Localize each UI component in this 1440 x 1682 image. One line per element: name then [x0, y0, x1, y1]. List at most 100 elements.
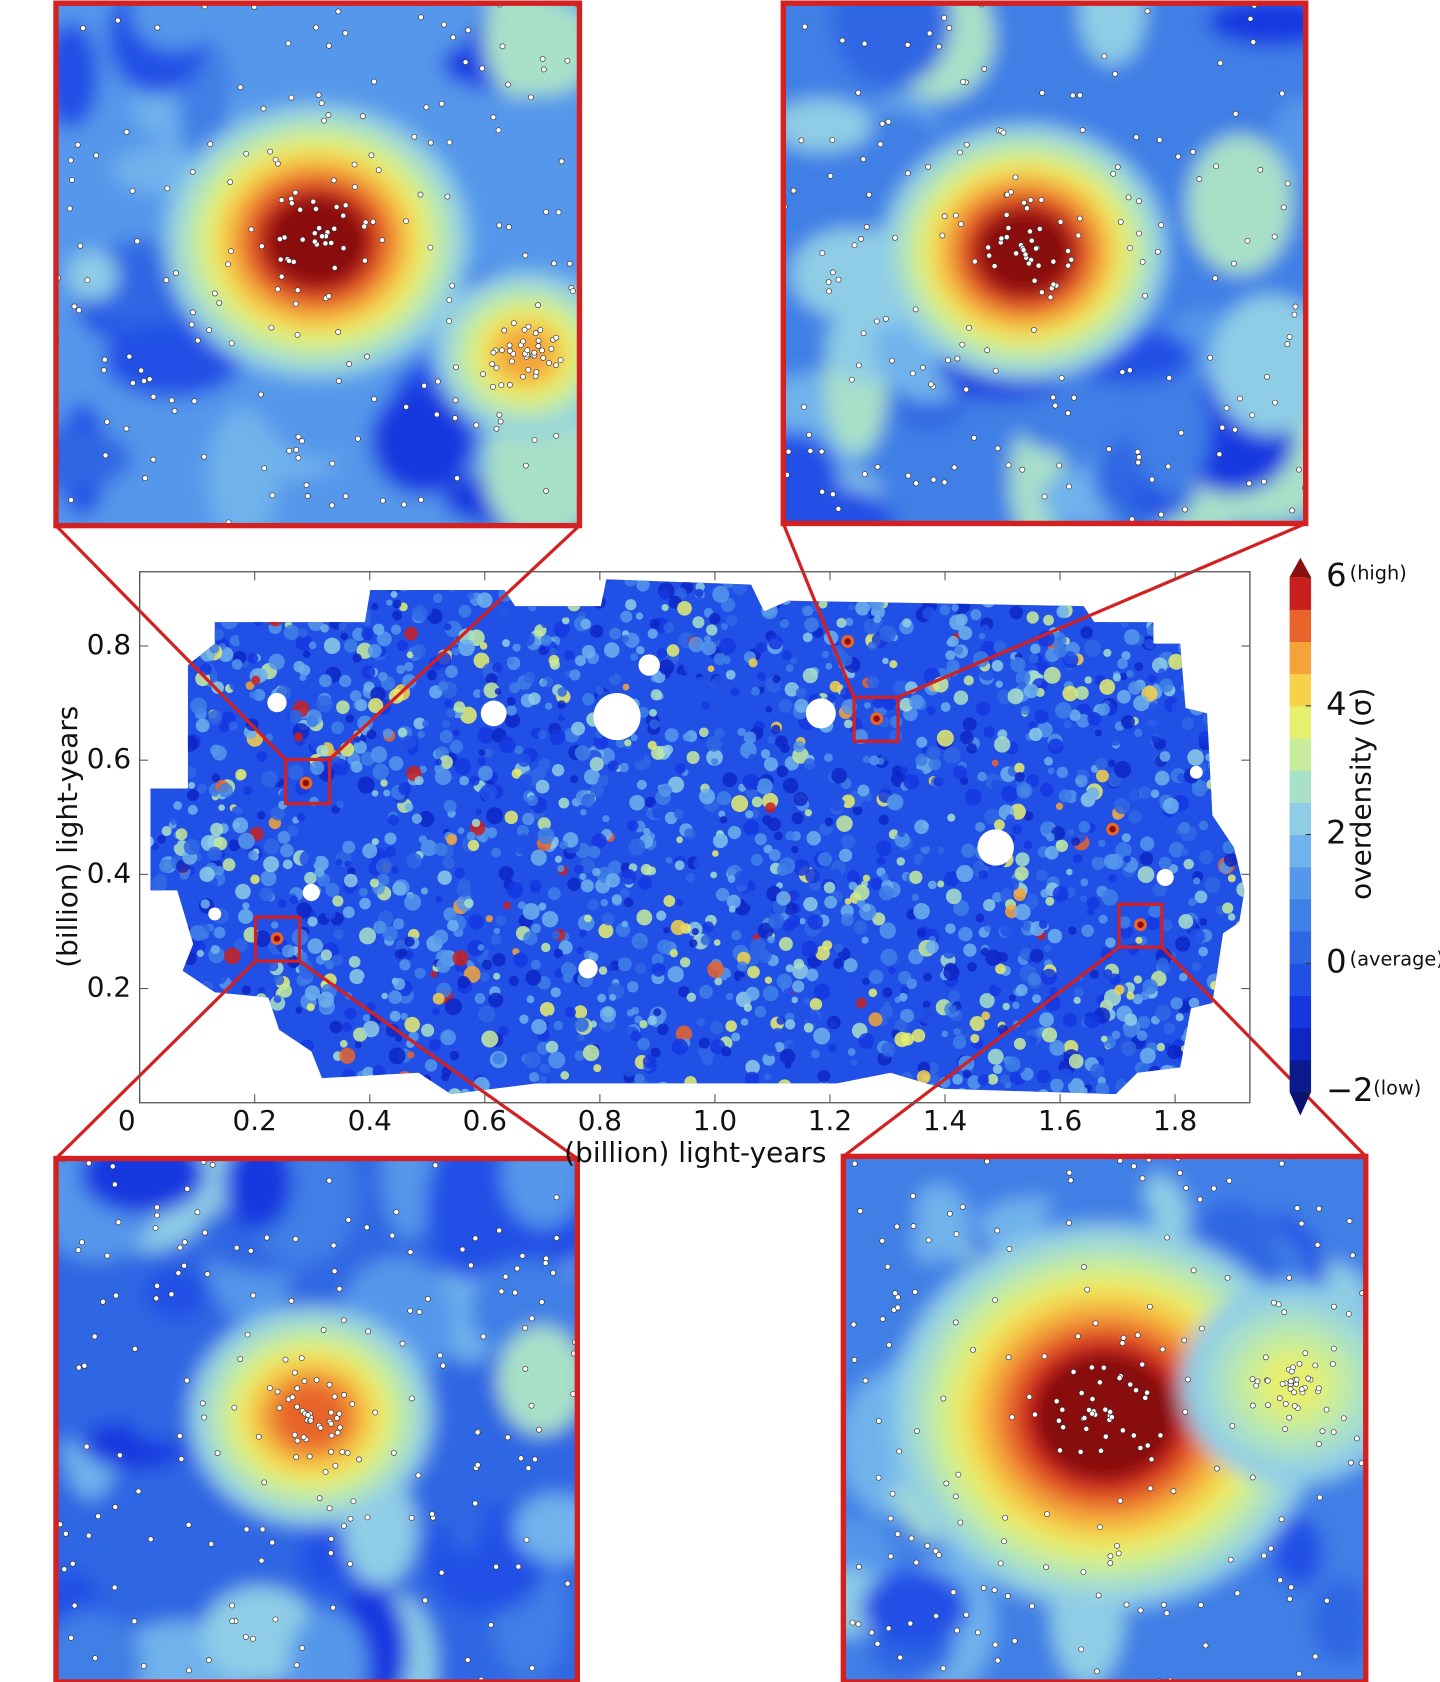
galaxy: [269, 1539, 276, 1546]
density-blob: [1095, 1082, 1110, 1095]
density-blob: [726, 894, 741, 909]
density-blob: [267, 960, 279, 972]
density-blob: [1188, 897, 1197, 907]
density-blob: [1047, 928, 1063, 944]
galaxy: [569, 288, 576, 294]
galaxy: [1005, 1354, 1012, 1361]
density-blob: [901, 1071, 914, 1084]
galaxy: [150, 393, 157, 400]
density-blob: [791, 846, 799, 854]
density-blob: [639, 1020, 648, 1029]
density-blob: [1197, 1077, 1210, 1089]
galaxy: [1044, 1511, 1050, 1518]
density-blob: [159, 579, 177, 595]
density-blob: [636, 579, 650, 592]
galaxy: [407, 1307, 414, 1314]
density-blob: [731, 930, 742, 941]
density-blob: [244, 1083, 254, 1093]
density-blob: [181, 1062, 194, 1074]
galaxy: [851, 1357, 858, 1363]
colorbar-band: [1289, 641, 1312, 675]
galaxy: [216, 300, 223, 306]
galaxy: [61, 1566, 68, 1573]
density-blob: [924, 579, 941, 587]
density-blob: [443, 799, 457, 813]
density-blob: [1183, 858, 1194, 870]
galaxy: [819, 250, 826, 257]
galaxy: [429, 1511, 435, 1517]
galaxy: [1346, 1218, 1353, 1224]
galaxy: [263, 1234, 270, 1241]
galaxy: [1254, 1378, 1261, 1385]
galaxy: [535, 302, 541, 308]
density-blob: [767, 735, 776, 744]
density-blob: [693, 857, 707, 870]
density-blob: [825, 662, 833, 670]
galaxy: [231, 1404, 238, 1411]
density-blob: [817, 852, 832, 867]
galaxy: [925, 163, 932, 170]
density-blob: [977, 771, 987, 782]
density-blob: [456, 882, 471, 898]
density-blob: [1124, 787, 1141, 804]
density-blob: [1179, 899, 1189, 909]
zoom-box: [852, 695, 900, 743]
density-blob: [695, 596, 704, 605]
density-blob: [836, 815, 853, 832]
density-blob: [190, 1047, 203, 1060]
density-blob: [647, 628, 658, 639]
density-blob: [970, 980, 982, 992]
density-blob: [691, 928, 699, 936]
galaxy: [1319, 1428, 1326, 1435]
galaxy: [68, 1634, 74, 1641]
inset-blob: [381, 1158, 437, 1240]
density-blob: [1098, 839, 1106, 848]
galaxy: [1148, 1456, 1155, 1463]
density-blob: [301, 826, 316, 840]
galaxy: [326, 42, 332, 49]
galaxy: [1080, 1569, 1087, 1575]
density-blob: [1043, 944, 1052, 953]
density-blob: [953, 690, 969, 705]
density-blob: [1124, 1013, 1138, 1027]
galaxy: [479, 65, 486, 72]
density-blob: [1199, 591, 1215, 606]
density-blob: [481, 1030, 499, 1048]
density-blob: [712, 850, 719, 857]
density-blob: [196, 949, 204, 958]
galaxy: [1096, 1379, 1103, 1386]
density-blob: [785, 664, 794, 673]
density-blob: [993, 819, 1005, 831]
galaxy: [186, 1667, 192, 1674]
x-tick-label: 1.4: [923, 1104, 967, 1137]
density-blob: [1199, 608, 1214, 623]
galaxy: [1223, 405, 1230, 412]
connector: [298, 959, 579, 1160]
galaxy: [411, 133, 418, 140]
galaxy: [258, 391, 264, 398]
galaxy: [1288, 1584, 1295, 1591]
galaxy: [1069, 92, 1076, 99]
density-blob: [478, 749, 486, 756]
density-blob: [886, 793, 904, 811]
galaxy: [875, 1474, 882, 1481]
density-blob: [1111, 1030, 1121, 1040]
density-blob: [502, 639, 511, 648]
density-blob: [853, 581, 864, 592]
density-blob: [224, 601, 240, 618]
density-blob: [602, 815, 610, 823]
density-blob: [1034, 709, 1049, 724]
density-blob: [248, 1027, 262, 1042]
density-blob: [853, 1088, 862, 1095]
density-blob: [841, 834, 856, 849]
density-blob: [441, 1073, 450, 1082]
galaxy: [330, 1604, 336, 1611]
galaxy: [907, 1620, 914, 1627]
density-blob: [993, 640, 1007, 654]
density-blob: [850, 1058, 858, 1066]
density-blob: [1156, 957, 1169, 970]
galaxy: [1312, 1362, 1319, 1369]
density-blob: [981, 624, 990, 633]
density-blob: [553, 621, 570, 638]
density-blob: [587, 899, 599, 911]
